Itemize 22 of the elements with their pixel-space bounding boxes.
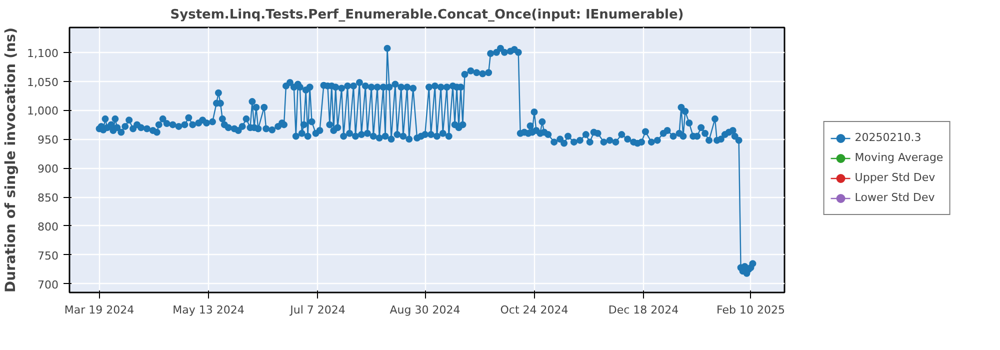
x-tick-label: Feb 10 2025 (716, 304, 785, 316)
x-tick-label: May 13 2024 (172, 304, 244, 316)
chart-title: System.Linq.Tests.Perf_Enumerable.Concat_Once(input: IEnumerable) (170, 8, 684, 22)
y-tick-label: 1,000 (27, 104, 59, 118)
y-tick-label: 1,050 (27, 76, 59, 89)
y-tick-label: 1,100 (27, 46, 59, 60)
y-tick-label: 800 (38, 220, 59, 234)
legend-label: 20250210.3 (854, 131, 922, 144)
y-tick-label: 950 (38, 134, 59, 147)
legend-label: Lower Std Dev (854, 191, 935, 204)
x-tick-label: Jul 7 2024 (289, 304, 346, 316)
legend-label: Upper Std Dev (854, 171, 936, 184)
x-tick-label: Dec 18 2024 (608, 304, 679, 316)
legend-label: Moving Average (854, 151, 944, 164)
x-tick-label: Mar 19 2024 (64, 304, 134, 316)
x-tick-label: Oct 24 2024 (500, 304, 568, 316)
x-tick-label: Aug 30 2024 (390, 304, 460, 316)
y-axis-title: Duration of single invocation (ns) (3, 27, 20, 293)
y-tick-label: 850 (38, 192, 59, 205)
y-tick-label: 900 (38, 162, 59, 176)
y-tick-label: 700 (38, 278, 59, 292)
y-tick-label: 750 (38, 249, 59, 262)
